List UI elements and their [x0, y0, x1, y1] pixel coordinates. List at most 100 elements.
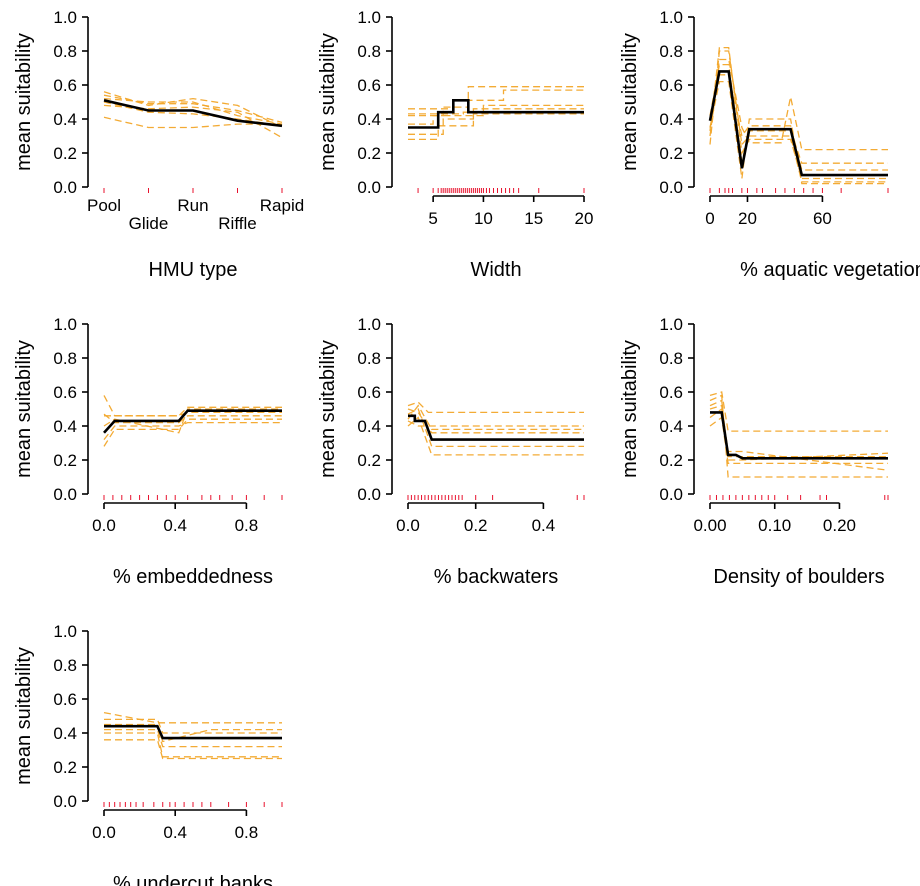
mean-line	[103, 409, 282, 434]
y-axis-label: mean suitability	[13, 647, 35, 785]
x-tick-label: 0.8	[235, 823, 259, 842]
ensemble-line	[407, 408, 584, 448]
ensemble-line	[709, 404, 889, 471]
y-tick-label: 1.0	[357, 315, 381, 334]
x-tick-label: 0.4	[163, 823, 187, 842]
x-tick-label: 5	[428, 209, 437, 228]
x-axis-title: HMU type	[149, 259, 238, 281]
panel-3: 0.0 0.2 0.4 0.6 0.8 1.0 mean suitability 0 20 60%…	[619, 8, 920, 281]
x-tick-label: 10	[474, 209, 493, 228]
ensemble-line	[408, 113, 584, 141]
ensemble-line	[103, 395, 282, 417]
ensemble-line	[104, 718, 282, 734]
x-category-label: Pool	[87, 196, 121, 215]
ensemble-line	[103, 711, 282, 724]
ensemble-line	[103, 104, 283, 139]
y-tick-label: 0.4	[659, 110, 683, 129]
ensemble-line	[104, 739, 282, 760]
panel-5: 0.0 0.2 0.4 0.6 0.8 1.0 mean suitability 0.0 0.2…	[317, 315, 585, 588]
ensemble-line	[709, 399, 888, 458]
y-tick-label: 0.0	[659, 485, 683, 504]
x-category-label: Run	[177, 196, 208, 215]
y-tick-label: 1.0	[53, 8, 77, 27]
y-axis-label: mean suitability	[13, 340, 35, 478]
ensemble-line	[408, 86, 584, 117]
x-tick-label: 20	[738, 209, 757, 228]
y-tick-label: 0.2	[357, 144, 381, 163]
x-axis-title: % embeddedness	[113, 566, 273, 588]
y-axis-label: mean suitability	[317, 33, 339, 171]
y-axis-label: mean suitability	[13, 33, 35, 171]
mean-line	[104, 724, 282, 740]
y-tick-label: 0.2	[53, 758, 77, 777]
ensemble-line	[103, 116, 282, 129]
x-axis-title: % backwaters	[434, 566, 559, 588]
x-tick-label: 0.4	[532, 516, 556, 535]
ensemble-line	[103, 97, 283, 125]
y-tick-label: 0.8	[53, 349, 77, 368]
ensemble-line	[104, 728, 282, 748]
x-tick-label: 0.0	[92, 823, 116, 842]
ensemble-line	[103, 94, 283, 124]
y-tick-label: 0.8	[53, 656, 77, 675]
ensemble-line	[709, 74, 888, 171]
y-tick-label: 0.0	[659, 178, 683, 197]
ensemble-line	[709, 391, 888, 432]
x-tick-label: 0.2	[464, 516, 488, 535]
x-tick-label: 60	[813, 209, 832, 228]
x-axis-title: % aquatic vegetation	[740, 259, 920, 281]
ensemble-line	[104, 411, 282, 417]
x-tick-label: 0.0	[92, 516, 116, 535]
ensemble-line	[103, 408, 282, 434]
y-tick-label: 1.0	[659, 315, 683, 334]
mean-line	[103, 99, 283, 128]
y-tick-label: 0.6	[53, 690, 77, 709]
mean-line	[708, 70, 888, 177]
x-tick-label: 0.20	[823, 516, 856, 535]
y-axis-label: mean suitability	[619, 33, 641, 171]
ensemble-line	[103, 418, 282, 447]
y-tick-label: 0.2	[659, 144, 683, 163]
y-tick-label: 0.4	[53, 417, 77, 436]
x-axis-title: Width	[470, 259, 521, 281]
y-tick-label: 0.2	[53, 144, 77, 163]
panel-1: 0.0 0.2 0.4 0.6 0.8 1.0 mean suitability Pool Gl…	[13, 8, 304, 281]
x-category-label: Rapid	[260, 196, 304, 215]
y-tick-label: 1.0	[53, 315, 77, 334]
x-axis-title: Density of boulders	[713, 566, 884, 588]
y-tick-label: 0.6	[357, 76, 381, 95]
x-tick-label: 0.0	[396, 516, 420, 535]
x-tick-label: 0.00	[693, 516, 726, 535]
x-tick-label: 0.10	[758, 516, 791, 535]
ensemble-line	[103, 91, 283, 129]
y-tick-label: 0.0	[53, 485, 77, 504]
mean-line	[710, 411, 888, 460]
x-tick-label: 15	[524, 209, 543, 228]
ensemble-line	[103, 413, 282, 424]
y-tick-label: 0.6	[53, 383, 77, 402]
ensemble-line	[104, 723, 282, 743]
ensemble-line	[407, 416, 584, 456]
panel-7: 0.0 0.2 0.4 0.6 0.8 1.0 mean suitability 0.0 0.4…	[13, 622, 283, 886]
y-tick-label: 0.6	[659, 76, 683, 95]
y-tick-label: 0.4	[357, 110, 381, 129]
y-tick-label: 0.4	[357, 417, 381, 436]
mean-line	[408, 414, 584, 441]
x-tick-label: 0.8	[235, 516, 259, 535]
ensemble-line	[709, 416, 888, 465]
y-tick-label: 0.2	[357, 451, 381, 470]
y-tick-label: 0.6	[53, 76, 77, 95]
y-tick-label: 0.2	[53, 451, 77, 470]
y-tick-label: 0.2	[659, 451, 683, 470]
y-tick-label: 0.8	[659, 349, 683, 368]
ensemble-line	[408, 111, 584, 115]
y-tick-label: 0.4	[53, 110, 77, 129]
x-category-label: Glide	[129, 214, 169, 233]
ensemble-line	[407, 420, 584, 427]
x-tick-label: 0	[705, 209, 714, 228]
panel-2: 0.0 0.2 0.4 0.6 0.8 1.0 mean suitability 5 10 15 2…	[317, 8, 593, 281]
panel-4: 0.0 0.2 0.4 0.6 0.8 1.0 mean suitability 0.0 0.4…	[13, 315, 283, 588]
x-tick-label: 20	[575, 209, 594, 228]
mean-line	[408, 99, 584, 129]
